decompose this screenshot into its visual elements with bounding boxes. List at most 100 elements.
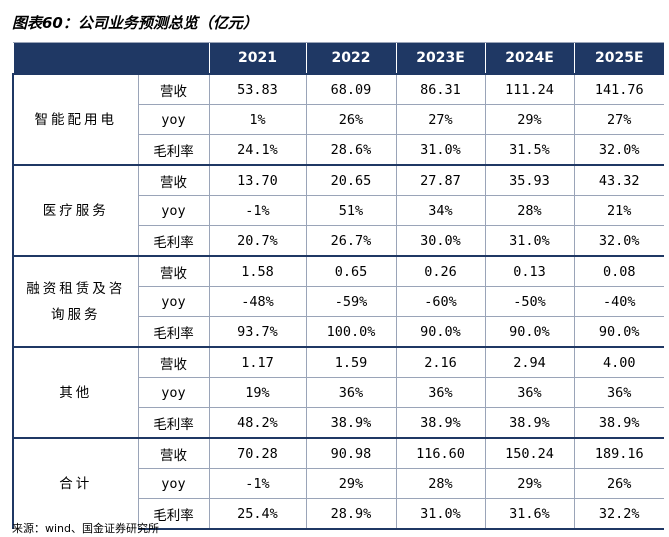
value-cell: 0.65: [305, 255, 396, 287]
metric-label: yoy: [137, 195, 209, 226]
metric-label: 毛利率: [137, 407, 209, 438]
value-cell: 38.9%: [305, 407, 396, 438]
value-cell: 38.9%: [484, 407, 574, 438]
value-cell: 31.5%: [484, 134, 574, 165]
value-cell: 141.76: [573, 73, 664, 105]
value-cell: 31.6%: [484, 498, 574, 530]
group-name: 智能配用电: [12, 73, 138, 165]
value-cell: 4.00: [573, 346, 664, 378]
metric-label: yoy: [137, 468, 209, 499]
metric-label: 毛利率: [137, 225, 209, 256]
value-cell: 43.32: [573, 164, 664, 196]
value-cell: 35.93: [484, 164, 574, 196]
table-row: 合计 营收 70.28 90.98 116.60 150.24 189.16: [12, 437, 664, 529]
value-cell: 28.6%: [305, 134, 396, 165]
metric-label: 营收: [137, 437, 209, 469]
table-row: 毛利率 20.7% 26.7% 30.0% 31.0% 32.0%: [13, 225, 664, 256]
metric-label: 毛利率: [137, 498, 209, 530]
value-cell: 13.70: [208, 164, 306, 196]
value-cell: 1.59: [305, 346, 396, 378]
value-cell: 150.24: [484, 437, 574, 469]
value-cell: 26.7%: [305, 225, 396, 256]
value-cell: 19%: [208, 377, 306, 408]
group-name: 融资租赁及咨询服务: [12, 255, 138, 347]
table-body: 智能配用电 营收 53.83 68.09 86.31 111.24 141.76 yoy 1% 2…: [12, 73, 664, 530]
value-cell: 1.17: [208, 346, 306, 378]
value-cell: 86.31: [395, 73, 485, 105]
header-corner: [12, 42, 209, 74]
value-cell: -1%: [208, 468, 306, 499]
table-row: yoy 19% 36% 36% 36% 36%: [13, 377, 664, 408]
value-cell: 90.0%: [395, 316, 485, 347]
value-cell: 189.16: [573, 437, 664, 469]
value-cell: 30.0%: [395, 225, 485, 256]
value-cell: 26%: [573, 468, 664, 499]
value-cell: 21%: [573, 195, 664, 226]
group-name: 医疗服务: [12, 164, 138, 256]
value-cell: 29%: [484, 468, 574, 499]
source: 来源：wind、国金证券研究所: [12, 522, 160, 535]
value-cell: 36%: [305, 377, 396, 408]
value-cell: 36%: [395, 377, 485, 408]
value-cell: -1%: [208, 195, 306, 226]
metric-label: 营收: [137, 346, 209, 378]
table-row: 智能配用电 营收 53.83 68.09 86.31 111.24 141.76: [12, 73, 664, 165]
value-cell: 28%: [484, 195, 574, 226]
value-cell: 26%: [305, 104, 396, 135]
value-cell: -48%: [208, 286, 306, 317]
value-cell: 36%: [573, 377, 664, 408]
value-cell: 27%: [573, 104, 664, 135]
group-name: 合计: [12, 437, 138, 529]
metric-label: yoy: [137, 377, 209, 408]
column-header: 2023E: [395, 42, 485, 74]
value-cell: 0.13: [484, 255, 574, 287]
value-cell: 70.28: [208, 437, 306, 469]
value-cell: 2.16: [395, 346, 485, 378]
value-cell: 2.94: [484, 346, 574, 378]
value-cell: 24.1%: [208, 134, 306, 165]
metric-label: 营收: [137, 255, 209, 287]
header-row: 2021 2022 2023E 2024E 2025E: [12, 42, 664, 74]
value-cell: 90.0%: [573, 316, 664, 347]
table-row: yoy -48% -59% -60% -50% -40%: [13, 286, 664, 317]
table-row: 融资租赁及咨询服务 营收 1.58 0.65 0.26 0.13 0.08: [12, 255, 664, 347]
value-cell: -60%: [395, 286, 485, 317]
value-cell: 20.7%: [208, 225, 306, 256]
value-cell: 32.0%: [573, 225, 664, 256]
value-cell: 28.9%: [305, 498, 396, 530]
value-cell: 34%: [395, 195, 485, 226]
value-cell: 100.0%: [305, 316, 396, 347]
column-header: 2022: [305, 42, 396, 74]
value-cell: 48.2%: [208, 407, 306, 438]
metric-label: 营收: [137, 164, 209, 196]
forecast-table: 2021 2022 2023E 2024E 2025E 智能配用电 营收 53.83 68.0…: [12, 42, 664, 530]
value-cell: 111.24: [484, 73, 574, 105]
column-header: 2024E: [484, 42, 574, 74]
value-cell: 20.65: [305, 164, 396, 196]
value-cell: 53.83: [208, 73, 306, 105]
value-cell: 32.2%: [573, 498, 664, 530]
value-cell: 116.60: [395, 437, 485, 469]
column-header: 2021: [208, 42, 306, 74]
value-cell: -59%: [305, 286, 396, 317]
value-cell: 38.9%: [395, 407, 485, 438]
table-row: yoy -1% 51% 34% 28% 21%: [13, 195, 664, 226]
value-cell: 0.08: [573, 255, 664, 287]
value-cell: 68.09: [305, 73, 396, 105]
value-cell: 51%: [305, 195, 396, 226]
value-cell: 32.0%: [573, 134, 664, 165]
table-row: yoy 1% 26% 27% 29% 27%: [13, 104, 664, 135]
table-row: 医疗服务 营收 13.70 20.65 27.87 35.93 43.32: [12, 164, 664, 256]
group-name: 其他: [12, 346, 138, 438]
table-row: 毛利率 24.1% 28.6% 31.0% 31.5% 32.0%: [13, 134, 664, 165]
value-cell: 29%: [484, 104, 574, 135]
value-cell: 29%: [305, 468, 396, 499]
value-cell: 27.87: [395, 164, 485, 196]
value-cell: -50%: [484, 286, 574, 317]
metric-label: yoy: [137, 104, 209, 135]
value-cell: 31.0%: [484, 225, 574, 256]
value-cell: 38.9%: [573, 407, 664, 438]
value-cell: 90.0%: [484, 316, 574, 347]
value-cell: 28%: [395, 468, 485, 499]
